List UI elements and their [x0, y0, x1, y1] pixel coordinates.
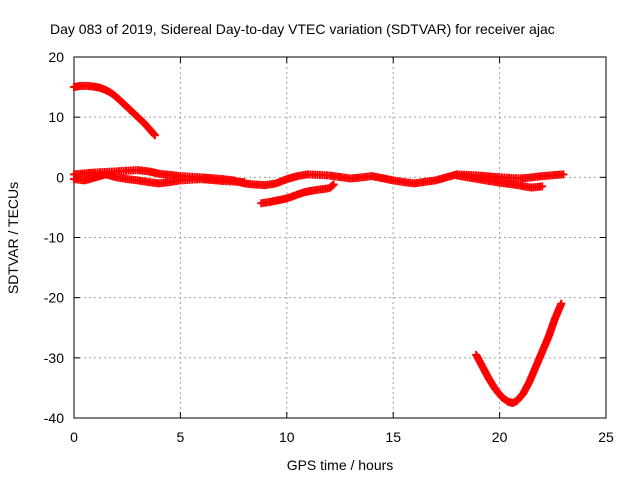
data-point	[538, 182, 547, 191]
data-point	[559, 170, 568, 179]
grid	[74, 57, 606, 418]
x-tick-label: 25	[598, 429, 614, 445]
data-point	[557, 299, 566, 308]
y-tick-label: 10	[48, 109, 64, 125]
y-tick-label: -30	[44, 350, 64, 366]
x-axis-label: GPS time / hours	[287, 457, 394, 473]
x-tick-label: 20	[492, 429, 508, 445]
y-tick-label: 0	[56, 169, 64, 185]
series-arc-1	[70, 81, 159, 140]
y-tick-label: -40	[44, 410, 64, 426]
x-tick-label: 5	[177, 429, 185, 445]
y-tick-label: -20	[44, 290, 64, 306]
data-points	[70, 81, 568, 407]
series-arc-5	[453, 171, 547, 192]
data-point	[240, 178, 249, 187]
series-arc-4	[257, 180, 338, 208]
data-point	[329, 180, 338, 189]
x-tick-label: 0	[70, 429, 78, 445]
x-tick-label: 10	[279, 429, 295, 445]
series-arc-3	[70, 170, 249, 188]
tick-labels: 0 5 10 15 20 25 -40 -30 -20 -10 0 10 20	[44, 49, 614, 445]
y-tick-label: -10	[44, 230, 64, 246]
y-axis-label: SDTVAR / TECUs	[5, 182, 21, 294]
y-tick-label: 20	[48, 49, 64, 65]
series-arc-6	[472, 299, 566, 407]
data-point-interp	[149, 130, 158, 139]
chart-title: Day 083 of 2019, Sidereal Day-to-day VTE…	[50, 21, 555, 37]
x-tick-label: 15	[385, 429, 401, 445]
axis-ticks	[73, 56, 607, 419]
data-point	[150, 131, 159, 140]
